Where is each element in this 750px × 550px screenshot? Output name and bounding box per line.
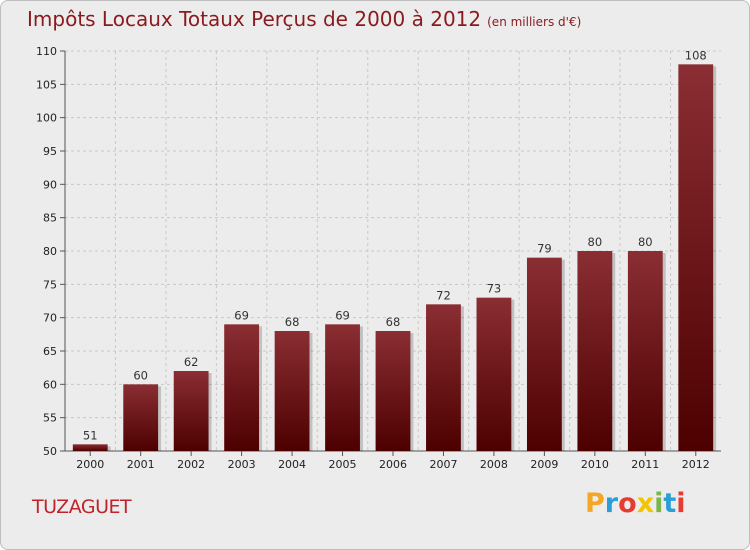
value-label: 80 — [638, 235, 653, 249]
y-tick-label: 90 — [43, 178, 57, 191]
x-tick-label: 2005 — [329, 458, 357, 471]
bar-2002 — [173, 371, 209, 451]
proxiti-logo: Proxiti — [585, 488, 686, 519]
y-tick-label: 75 — [43, 278, 57, 291]
value-label: 73 — [487, 282, 502, 296]
value-label: 68 — [386, 315, 401, 329]
value-label: 79 — [537, 242, 552, 256]
bar-2007 — [426, 304, 461, 451]
value-label: 80 — [588, 235, 603, 249]
logo-letter: i — [654, 488, 664, 519]
x-tick-label: 2006 — [379, 458, 407, 471]
y-tick-label: 55 — [43, 412, 57, 425]
y-tick-label: 80 — [43, 245, 57, 258]
bar-2000 — [72, 444, 108, 451]
y-tick-label: 85 — [43, 212, 57, 225]
x-tick-label: 2008 — [480, 458, 508, 471]
x-tick-label: 2012 — [682, 458, 710, 471]
bar-2008 — [476, 297, 512, 451]
x-tick-label: 2000 — [76, 458, 104, 471]
logo-letter: o — [618, 488, 637, 519]
y-tick-label: 110 — [36, 45, 57, 58]
logo-letter: t — [663, 488, 677, 519]
value-label: 108 — [685, 48, 707, 62]
value-label: 72 — [436, 288, 451, 302]
logo-letter: r — [604, 488, 619, 519]
labels: 50 55 60 65 70 75 80 85 90 95 100 105 110 51 2000 60 200… — [36, 45, 710, 471]
bar-2010 — [577, 251, 613, 451]
value-label: 51 — [83, 428, 98, 442]
bar-2009 — [526, 257, 562, 451]
y-tick-label: 100 — [36, 112, 57, 125]
logo-letter: x — [636, 488, 655, 519]
y-tick-label: 50 — [43, 445, 57, 458]
bar-2003 — [224, 324, 260, 451]
bar-2011 — [627, 251, 663, 451]
bar-2001 — [123, 384, 159, 451]
value-label: 62 — [184, 355, 199, 369]
chart-subtitle: (en milliers d'€) — [487, 15, 582, 29]
y-tick-label: 105 — [36, 78, 57, 91]
y-tick-label: 60 — [43, 378, 57, 391]
bar-2012 — [678, 64, 714, 452]
logo-letter: i — [676, 488, 686, 519]
bar-2006 — [375, 331, 411, 451]
y-tick-label: 65 — [43, 345, 57, 358]
x-tick-label: 2011 — [631, 458, 659, 471]
value-label: 69 — [234, 308, 249, 322]
x-tick-label: 2007 — [429, 458, 457, 471]
bar-2004 — [274, 331, 310, 451]
commune-name: TUZAGUET — [32, 496, 132, 518]
x-tick-label: 2009 — [530, 458, 558, 471]
x-tick-label: 2003 — [228, 458, 256, 471]
chart-title: Impôts Locaux Totaux Perçus de 2000 à 20… — [27, 7, 581, 31]
chart-title-text: Impôts Locaux Totaux Perçus de 2000 à 20… — [27, 7, 482, 31]
x-tick-label: 2002 — [177, 458, 205, 471]
x-tick-label: 2001 — [127, 458, 155, 471]
logo-letter: P — [585, 488, 605, 519]
value-label: 60 — [133, 368, 148, 382]
bars — [72, 64, 717, 452]
x-tick-label: 2010 — [581, 458, 609, 471]
value-label: 69 — [335, 308, 350, 322]
y-tick-label: 70 — [43, 312, 57, 325]
y-tick-label: 95 — [43, 145, 57, 158]
bar-2005 — [325, 324, 360, 451]
value-label: 68 — [285, 315, 300, 329]
x-tick-label: 2004 — [278, 458, 306, 471]
